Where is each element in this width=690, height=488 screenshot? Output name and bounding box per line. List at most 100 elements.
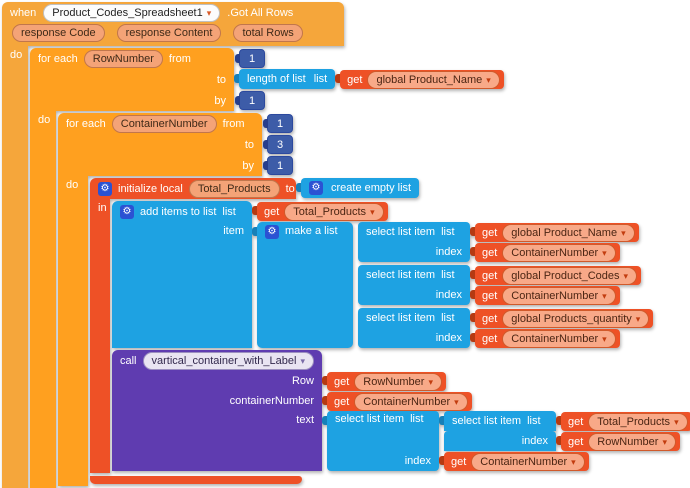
to-label: to <box>216 73 226 86</box>
dropdown-caret-icon: ▾ <box>571 456 576 467</box>
event-param-pill[interactable]: total Rows <box>233 24 303 42</box>
to-row: to <box>58 134 262 155</box>
component-dropdown[interactable]: Product_Codes_Spreadsheet1 ▾ <box>43 3 221 22</box>
get-label: get <box>482 269 498 282</box>
variable-dropdown[interactable]: ContainerNumber ▾ <box>502 243 616 262</box>
index-row: index <box>358 285 470 305</box>
select-header: select list item list <box>444 411 556 431</box>
containernumber-param-label: containerNumber <box>229 395 314 407</box>
create-empty-list-label: create empty list <box>331 182 412 194</box>
dropdown-caret-icon: ▾ <box>602 247 607 258</box>
get-variable-block[interactable]: get RowNumber ▾ <box>556 432 680 451</box>
variable-dropdown[interactable]: global Products_quantity ▾ <box>502 309 650 328</box>
initialize-local-label: initialize local <box>118 182 183 195</box>
create-empty-list-block[interactable]: ⚙ create empty list <box>295 178 420 198</box>
make-a-list-header: ⚙ make a list <box>257 222 353 348</box>
variable-dropdown[interactable]: global Product_Name ▾ <box>502 223 635 242</box>
get-label: get <box>451 455 467 468</box>
mutator-gear-icon[interactable]: ⚙ <box>265 225 279 239</box>
get-label: get <box>482 332 498 345</box>
get-variable-block[interactable]: get ContainerNumber ▾ <box>322 392 472 411</box>
get-variable-block[interactable]: get ContainerNumber ▾ <box>470 243 620 262</box>
select-list-item-label: select list item <box>452 415 522 427</box>
variable-dropdown[interactable]: global Product_Codes ▾ <box>502 266 638 285</box>
get-variable-block[interactable]: get global Product_Name ▾ <box>335 70 504 89</box>
get-variable-block[interactable]: get ContainerNumber ▾ <box>470 286 620 305</box>
math-number-block[interactable]: 1 <box>235 49 265 68</box>
variable-dropdown[interactable]: Total_Products ▾ <box>284 202 384 221</box>
variable-dropdown[interactable]: ContainerNumber ▾ <box>471 452 585 471</box>
initialize-local-bottom <box>90 476 302 484</box>
initialize-local-header: ⚙ initialize local Total_Products to <box>90 178 296 199</box>
select-list-item-block[interactable]: select list item list get <box>439 411 690 451</box>
dropdown-caret-icon: ▾ <box>454 396 459 407</box>
math-number-block[interactable]: 1 <box>263 156 293 175</box>
variable-dropdown[interactable]: RowNumber ▾ <box>588 432 676 451</box>
get-variable-block[interactable]: get global Products_quantity ▾ <box>469 309 654 328</box>
procedure-dropdown[interactable]: vartical_container_with_Label ▾ <box>142 351 314 370</box>
get-label: get <box>482 226 498 239</box>
select-list-item-block[interactable]: select list item list get <box>358 265 653 305</box>
list-socket-label: list <box>222 205 236 218</box>
select-list-item-block[interactable]: select list item list get <box>358 222 653 262</box>
select-list-item-label: select list item <box>366 269 436 281</box>
item-row: item <box>112 222 252 348</box>
variable-dropdown[interactable]: global Product_Name ▾ <box>367 70 500 89</box>
do-label: do <box>66 179 79 191</box>
mutator-gear-icon[interactable]: ⚙ <box>98 181 112 196</box>
get-label: get <box>482 312 498 325</box>
mutator-gear-icon[interactable]: ⚙ <box>309 181 323 195</box>
math-number-block[interactable]: 1 <box>263 114 293 133</box>
variable-dropdown[interactable]: ContainerNumber ▾ <box>502 286 616 305</box>
dropdown-caret-icon: ▾ <box>662 436 667 447</box>
to-row: to <box>30 69 234 90</box>
index-socket-label: index <box>435 332 462 344</box>
get-variable-block[interactable]: get Total_Products ▾ <box>556 412 690 431</box>
variable-dropdown[interactable]: ContainerNumber ▾ <box>354 392 468 411</box>
mutator-gear-icon[interactable]: ⚙ <box>120 204 134 219</box>
math-number-block[interactable]: 1 <box>235 91 265 110</box>
get-variable-block[interactable]: get ContainerNumber ▾ <box>470 329 620 348</box>
by-row: by <box>58 155 262 176</box>
initialize-local-block[interactable]: ⚙ initialize local Total_Products to ⚙ <box>90 178 690 484</box>
event-param-pill[interactable]: response Content <box>116 24 222 42</box>
select-header: select list item list <box>327 411 439 451</box>
foreach-rownumber-block[interactable]: for each RowNumber from 1 to l <box>30 48 690 488</box>
get-variable-block[interactable]: get ContainerNumber ▾ <box>439 452 589 471</box>
loop-var-pill[interactable]: ContainerNumber <box>111 114 217 133</box>
list-socket-label: list <box>527 415 541 427</box>
dropdown-caret-icon: ▾ <box>300 355 305 366</box>
dropdown-caret-icon: ▾ <box>674 416 679 427</box>
variable-dropdown[interactable]: Total_Products ▾ <box>588 412 688 431</box>
call-procedure-block[interactable]: call vartical_container_with_Label ▾ <box>112 350 690 471</box>
index-row: index <box>358 328 470 348</box>
local-var-pill[interactable]: Total_Products <box>188 179 280 198</box>
get-label: get <box>347 73 363 86</box>
make-a-list-label: make a list <box>285 225 338 237</box>
loop-var-pill[interactable]: RowNumber <box>83 49 163 68</box>
list-socket-label: list <box>313 73 328 85</box>
get-label: get <box>568 415 584 428</box>
length-of-list-block[interactable]: length of list list <box>233 69 336 89</box>
get-variable-block[interactable]: get global Product_Codes ▾ <box>469 266 642 285</box>
variable-dropdown[interactable]: RowNumber ▾ <box>354 372 442 391</box>
call-label: call <box>120 354 137 367</box>
foreach-containernumber-block[interactable]: for each ContainerNumber from 1 <box>58 113 690 488</box>
select-list-item-block[interactable]: select list item list <box>322 411 690 471</box>
make-a-list-block[interactable]: ⚙ make a list <box>251 222 654 348</box>
variable-dropdown[interactable]: ContainerNumber ▾ <box>502 329 616 348</box>
math-number-block[interactable]: 3 <box>263 135 293 154</box>
get-variable-block[interactable]: get RowNumber ▾ <box>322 372 446 391</box>
get-variable-block[interactable]: get global Product_Name ▾ <box>470 223 639 242</box>
get-variable-block[interactable]: get Total_Products ▾ <box>252 202 388 221</box>
select-list-item-block[interactable]: select list item list get <box>358 308 654 348</box>
item-socket-label: item <box>223 225 244 237</box>
index-row: index <box>327 451 439 471</box>
select-header: select list item list <box>358 308 470 328</box>
event-param-pill[interactable]: response Code <box>12 24 105 42</box>
add-items-to-list-block[interactable]: ⚙ add items to list list get <box>112 201 690 348</box>
by-label: by <box>214 94 226 107</box>
do-label: do <box>10 49 23 61</box>
